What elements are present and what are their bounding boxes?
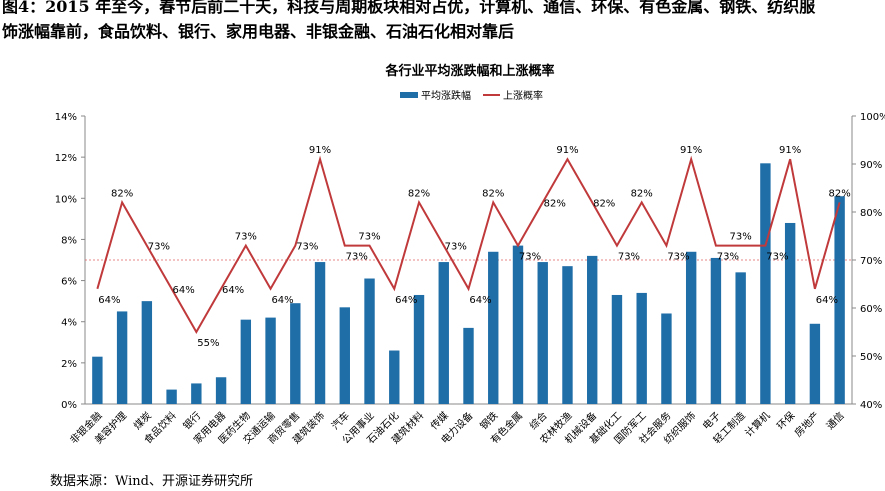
right-tick-label: 70% bbox=[860, 256, 882, 267]
source-note: 数据来源：Wind、开源证券研究所 bbox=[50, 474, 253, 489]
right-tick-label: 40% bbox=[860, 400, 882, 411]
data-label: 91% bbox=[556, 145, 578, 156]
x-tick-label: 传媒 bbox=[428, 410, 451, 433]
bar bbox=[389, 350, 400, 404]
left-tick-label: 12% bbox=[55, 153, 77, 164]
data-label: 73% bbox=[148, 242, 170, 253]
bar bbox=[735, 272, 746, 404]
bar bbox=[314, 262, 326, 404]
data-label: 91% bbox=[680, 145, 702, 156]
bar bbox=[463, 327, 474, 404]
x-tick-label: 银行 bbox=[180, 409, 203, 432]
x-tick-label: 通信 bbox=[824, 410, 847, 433]
caption-line-2: 饰涨幅靠前，食品饮料、银行、家用电器、非银金融、石油石化相对靠后 bbox=[2, 22, 515, 41]
data-label: 82% bbox=[482, 188, 504, 199]
x-tick-label: 钢铁 bbox=[477, 409, 500, 432]
x-tick-label: 环保 bbox=[774, 409, 797, 432]
data-label: 82% bbox=[408, 188, 430, 199]
x-tick-label: 综合 bbox=[527, 409, 550, 432]
bar bbox=[141, 301, 153, 404]
data-label: 82% bbox=[829, 188, 851, 199]
bar bbox=[290, 303, 301, 404]
probability-line bbox=[96, 155, 841, 335]
bar bbox=[710, 257, 722, 404]
data-label: 73% bbox=[766, 252, 788, 263]
bar bbox=[587, 255, 598, 404]
data-label: 82% bbox=[111, 188, 133, 199]
x-tick-label: 计算机 bbox=[742, 409, 772, 439]
legend-line-label: 上涨概率 bbox=[503, 89, 543, 102]
left-tick-label: 10% bbox=[55, 194, 77, 205]
data-label: 64% bbox=[98, 295, 120, 306]
right-tick-label: 100% bbox=[860, 112, 885, 123]
data-label: 82% bbox=[631, 188, 653, 199]
bar bbox=[339, 307, 350, 404]
bar bbox=[537, 262, 548, 404]
bar bbox=[784, 222, 796, 404]
data-label: 64% bbox=[222, 285, 244, 296]
legend-bar-label: 平均涨跌幅 bbox=[421, 89, 471, 102]
data-label: 73% bbox=[235, 232, 257, 243]
data-label: 73% bbox=[667, 252, 689, 263]
caption-line-1: 图4：2015 年至今，春节后前二十天，科技与周期板块相对占优，计算机、通信、环… bbox=[2, 0, 816, 16]
data-label: 82% bbox=[593, 198, 615, 209]
bar bbox=[611, 294, 623, 404]
x-tick-label: 煤炭 bbox=[131, 409, 154, 432]
right-tick-label: 90% bbox=[860, 160, 882, 171]
bar bbox=[512, 245, 524, 404]
bar bbox=[488, 251, 499, 404]
left-tick-label: 6% bbox=[61, 277, 77, 288]
data-label: 73% bbox=[618, 252, 640, 263]
data-label: 82% bbox=[544, 198, 566, 209]
bar bbox=[438, 262, 449, 404]
data-label: 64% bbox=[816, 295, 838, 306]
right-tick-label: 80% bbox=[860, 208, 882, 219]
data-label: 73% bbox=[519, 252, 541, 263]
left-tick-label: 8% bbox=[61, 235, 77, 246]
bar bbox=[364, 278, 375, 404]
x-tick-label: 电子 bbox=[700, 409, 723, 432]
left-tick-label: 0% bbox=[61, 400, 77, 411]
bar bbox=[413, 294, 425, 404]
bar bbox=[636, 292, 647, 404]
bar bbox=[265, 317, 276, 404]
bar bbox=[191, 383, 202, 404]
data-label: 73% bbox=[296, 242, 318, 253]
data-label: 91% bbox=[309, 145, 331, 156]
data-label: 91% bbox=[779, 145, 801, 156]
x-tick-label: 房地产 bbox=[792, 409, 822, 439]
bar bbox=[116, 311, 128, 404]
data-label: 55% bbox=[197, 338, 219, 349]
right-tick-label: 60% bbox=[860, 304, 882, 315]
bar bbox=[661, 313, 672, 404]
legend-bar-swatch bbox=[400, 92, 418, 98]
data-label: 64% bbox=[271, 295, 293, 306]
left-tick-label: 2% bbox=[61, 359, 77, 370]
bar bbox=[166, 389, 177, 404]
figure-caption: 图4：2015 年至今，春节后前二十天，科技与周期板块相对占优，计算机、通信、环… bbox=[2, 0, 885, 44]
left-tick-label: 4% bbox=[61, 318, 77, 329]
data-label: 73% bbox=[730, 232, 752, 243]
data-label: 73% bbox=[717, 252, 739, 263]
bar bbox=[834, 196, 845, 404]
bar bbox=[240, 319, 252, 404]
bar bbox=[809, 323, 821, 404]
left-tick-label: 14% bbox=[55, 112, 77, 123]
data-label: 73% bbox=[358, 232, 380, 243]
bar bbox=[92, 356, 103, 404]
data-label: 73% bbox=[346, 252, 368, 263]
bar bbox=[760, 163, 771, 404]
right-tick-label: 50% bbox=[860, 352, 882, 363]
bar bbox=[215, 377, 227, 404]
x-tick-label: 汽车 bbox=[329, 409, 352, 432]
data-label: 64% bbox=[469, 295, 491, 306]
bar bbox=[685, 251, 697, 404]
data-label: 64% bbox=[395, 295, 417, 306]
data-label: 73% bbox=[445, 242, 467, 253]
data-label: 64% bbox=[172, 285, 194, 296]
bar bbox=[562, 266, 573, 404]
chart-title: 各行业平均涨跌幅和上涨概率 bbox=[384, 63, 554, 79]
